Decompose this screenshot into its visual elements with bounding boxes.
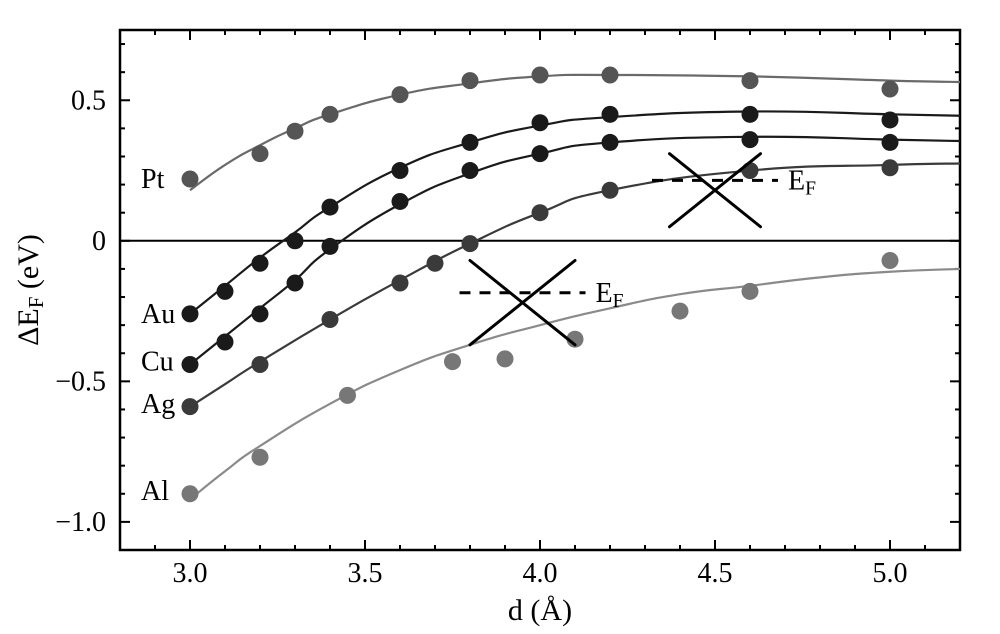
series-point-pt	[602, 66, 619, 83]
series-point-au	[287, 232, 304, 249]
series-point-pt	[182, 170, 199, 187]
series-point-pt	[462, 72, 479, 89]
series-point-cu	[532, 145, 549, 162]
series-point-cu	[217, 334, 234, 351]
series-point-au	[252, 255, 269, 272]
series-label-al: Al	[141, 476, 169, 507]
y-axis-label: ΔEF (eV)	[12, 234, 48, 346]
series-point-ag	[742, 162, 759, 179]
x-tick-label: 5.0	[873, 558, 908, 589]
y-tick-label: −1.0	[55, 507, 106, 538]
series-point-al	[497, 350, 514, 367]
series-point-ag	[462, 235, 479, 252]
series-point-cu	[252, 305, 269, 322]
series-point-ag	[182, 398, 199, 415]
series-point-cu	[322, 238, 339, 255]
series-point-cu	[602, 134, 619, 151]
series-point-cu	[882, 134, 899, 151]
series-point-cu	[742, 131, 759, 148]
series-label-cu: Cu	[141, 347, 174, 378]
x-axis-label: d (Å)	[508, 594, 572, 627]
series-point-ag	[252, 356, 269, 373]
series-point-al	[182, 485, 199, 502]
x-tick-label: 3.5	[348, 558, 383, 589]
series-point-cu	[462, 162, 479, 179]
series-point-al	[882, 252, 899, 269]
series-point-ag	[882, 159, 899, 176]
series-point-pt	[322, 106, 339, 123]
x-tick-label: 4.0	[523, 558, 558, 589]
series-point-al	[444, 353, 461, 370]
series-point-al	[252, 449, 269, 466]
series-point-pt	[742, 72, 759, 89]
series-point-au	[182, 305, 199, 322]
series-label-au: Au	[141, 299, 175, 330]
y-tick-label: −0.5	[55, 366, 106, 397]
series-point-pt	[392, 86, 409, 103]
series-point-ag	[392, 274, 409, 291]
series-point-cu	[287, 274, 304, 291]
series-point-au	[462, 134, 479, 151]
series-point-al	[742, 283, 759, 300]
series-point-au	[742, 106, 759, 123]
chart-svg: 3.0 3.5 4.0 4.5 5.0 −1.0 −0.5 0 0.5 d (Å) ΔEF (eV)…	[0, 0, 1000, 634]
x-tick-label: 3.0	[173, 558, 208, 589]
series-point-au	[392, 162, 409, 179]
series-point-ag	[322, 311, 339, 328]
series-point-pt	[532, 66, 549, 83]
series-label-ag: Ag	[141, 389, 175, 420]
series-point-au	[882, 111, 899, 128]
series-point-cu	[392, 193, 409, 210]
series-point-ag	[602, 182, 619, 199]
series-point-al	[339, 387, 356, 404]
chart-container: 3.0 3.5 4.0 4.5 5.0 −1.0 −0.5 0 0.5 d (Å) ΔEF (eV)…	[0, 0, 1000, 634]
series-point-ag	[532, 204, 549, 221]
series-point-au	[602, 106, 619, 123]
series-label-pt: Pt	[141, 164, 165, 195]
y-tick-label: 0.5	[71, 85, 106, 116]
series-point-pt	[252, 145, 269, 162]
series-point-cu	[182, 356, 199, 373]
x-tick-label: 4.5	[698, 558, 733, 589]
series-point-ag	[427, 255, 444, 272]
series-point-pt	[882, 81, 899, 98]
series-point-au	[532, 114, 549, 131]
series-point-au	[217, 283, 234, 300]
series-point-au	[322, 199, 339, 216]
series-point-pt	[287, 123, 304, 140]
y-tick-label: 0	[92, 226, 106, 257]
series-point-al	[672, 303, 689, 320]
